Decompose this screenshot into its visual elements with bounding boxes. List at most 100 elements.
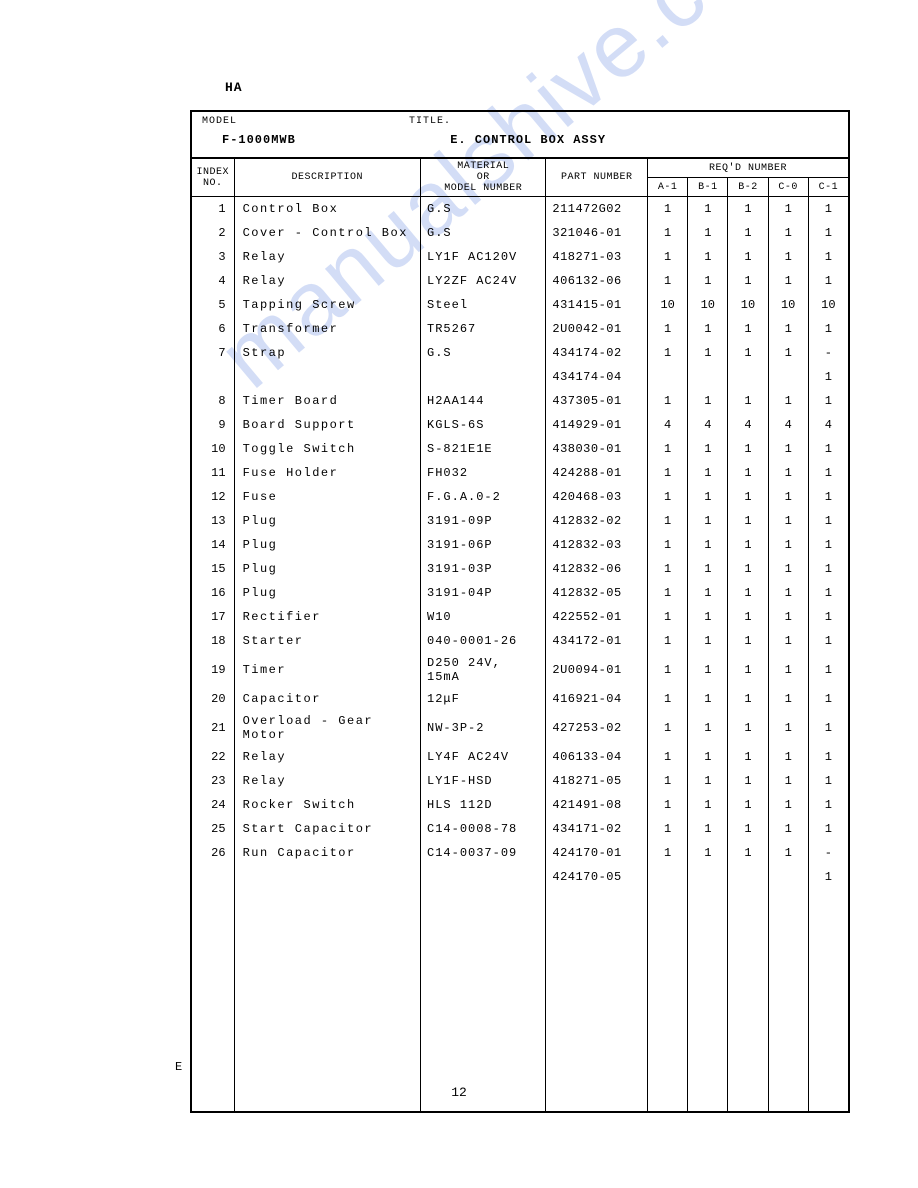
table-row: 16Plug3191-04P412832-0511111 <box>191 581 849 605</box>
cell-qty: 1 <box>808 533 849 557</box>
cell-qty: 1 <box>728 317 768 341</box>
cell-qty: 1 <box>768 341 808 365</box>
cell-qty: 1 <box>648 245 688 269</box>
cell-qty: 1 <box>808 485 849 509</box>
cell-mat: LY2ZF AC24V <box>421 269 546 293</box>
cell-part: 406133-04 <box>546 745 648 769</box>
cell-qty <box>688 865 728 889</box>
cell-qty: 1 <box>648 793 688 817</box>
cell-qty: 1 <box>688 533 728 557</box>
cell-qty: 1 <box>688 745 728 769</box>
cell-idx: 9 <box>191 413 234 437</box>
cell-qty: 1 <box>808 793 849 817</box>
table-row: 24Rocker SwitchHLS 112D421491-0811111 <box>191 793 849 817</box>
table-row: 17RectifierW10422552-0111111 <box>191 605 849 629</box>
col-qty-c0: C-0 <box>768 178 808 197</box>
cell-qty: 1 <box>808 711 849 745</box>
cell-mat: LY1F-HSD <box>421 769 546 793</box>
cell-qty: 1 <box>728 629 768 653</box>
col-qty-b2: B-2 <box>728 178 768 197</box>
cell-qty: 1 <box>648 841 688 865</box>
cell-mat: LY4F AC24V <box>421 745 546 769</box>
cell-qty: 1 <box>688 653 728 687</box>
cell-qty <box>728 365 768 389</box>
col-description: DESCRIPTION <box>234 158 420 197</box>
cell-qty: 1 <box>688 437 728 461</box>
cell-qty: 1 <box>768 653 808 687</box>
cell-desc: Timer <box>234 653 420 687</box>
cell-idx: 13 <box>191 509 234 533</box>
cell-qty: 10 <box>648 293 688 317</box>
cell-qty: 1 <box>768 485 808 509</box>
cell-qty <box>768 365 808 389</box>
cell-qty: 1 <box>648 269 688 293</box>
cell-idx <box>191 865 234 889</box>
cell-qty: 1 <box>648 769 688 793</box>
cell-idx: 4 <box>191 269 234 293</box>
cell-desc <box>234 865 420 889</box>
cell-qty: 1 <box>768 769 808 793</box>
cell-qty: 1 <box>648 461 688 485</box>
cell-mat: LY1F AC120V <box>421 245 546 269</box>
cell-qty: 1 <box>688 581 728 605</box>
cell-qty: 1 <box>768 793 808 817</box>
cell-qty: 4 <box>688 413 728 437</box>
cell-mat: G.S <box>421 341 546 365</box>
cell-qty: 1 <box>808 769 849 793</box>
cell-idx: 23 <box>191 769 234 793</box>
cell-desc: Overload - Gear Motor <box>234 711 420 745</box>
cell-qty: 1 <box>728 687 768 711</box>
cell-desc: Strap <box>234 341 420 365</box>
cell-qty: 1 <box>808 687 849 711</box>
table-row: 11Fuse HolderFH032424288-0111111 <box>191 461 849 485</box>
cell-qty: 1 <box>808 437 849 461</box>
cell-part: 427253-02 <box>546 711 648 745</box>
cell-idx: 17 <box>191 605 234 629</box>
cell-part: 418271-05 <box>546 769 648 793</box>
cell-part: 438030-01 <box>546 437 648 461</box>
cell-qty: 1 <box>648 605 688 629</box>
cell-desc: Plug <box>234 509 420 533</box>
cell-idx: 1 <box>191 197 234 222</box>
cell-qty: 1 <box>648 221 688 245</box>
cell-part: 422552-01 <box>546 605 648 629</box>
cell-part: 434171-02 <box>546 817 648 841</box>
cell-qty: 10 <box>728 293 768 317</box>
cell-qty: 1 <box>688 509 728 533</box>
cell-idx <box>191 365 234 389</box>
cell-qty: 1 <box>648 653 688 687</box>
col-index: INDEXNO. <box>191 158 234 197</box>
cell-qty: 1 <box>648 197 688 222</box>
cell-qty: 1 <box>768 687 808 711</box>
cell-qty: 1 <box>648 485 688 509</box>
cell-qty: 1 <box>648 629 688 653</box>
cell-desc: Plug <box>234 533 420 557</box>
cell-part: 414929-01 <box>546 413 648 437</box>
cell-idx: 16 <box>191 581 234 605</box>
col-reqd-number: REQ'D NUMBER <box>648 158 849 178</box>
cell-mat: 3191-03P <box>421 557 546 581</box>
cell-idx: 2 <box>191 221 234 245</box>
table-row: 424170-051 <box>191 865 849 889</box>
cell-qty <box>648 365 688 389</box>
cell-qty: 1 <box>768 581 808 605</box>
cell-desc: Plug <box>234 581 420 605</box>
cell-part: 406132-06 <box>546 269 648 293</box>
col-qty-a1: A-1 <box>648 178 688 197</box>
cell-qty: 1 <box>768 509 808 533</box>
table-row: 2Cover - Control BoxG.S321046-0111111 <box>191 221 849 245</box>
cell-qty: 1 <box>768 269 808 293</box>
cell-qty: 1 <box>728 711 768 745</box>
cell-qty: 1 <box>728 557 768 581</box>
cell-qty: 1 <box>728 197 768 222</box>
model-label: MODEL <box>202 116 402 127</box>
table-row: 23RelayLY1F-HSD418271-0511111 <box>191 769 849 793</box>
cell-qty: 1 <box>648 711 688 745</box>
cell-qty: 1 <box>648 745 688 769</box>
cell-part: 412832-02 <box>546 509 648 533</box>
cell-idx: 15 <box>191 557 234 581</box>
cell-qty: 1 <box>728 745 768 769</box>
cell-qty: 1 <box>688 485 728 509</box>
cell-qty: 1 <box>808 269 849 293</box>
table-row: 10Toggle SwitchS-821E1E438030-0111111 <box>191 437 849 461</box>
